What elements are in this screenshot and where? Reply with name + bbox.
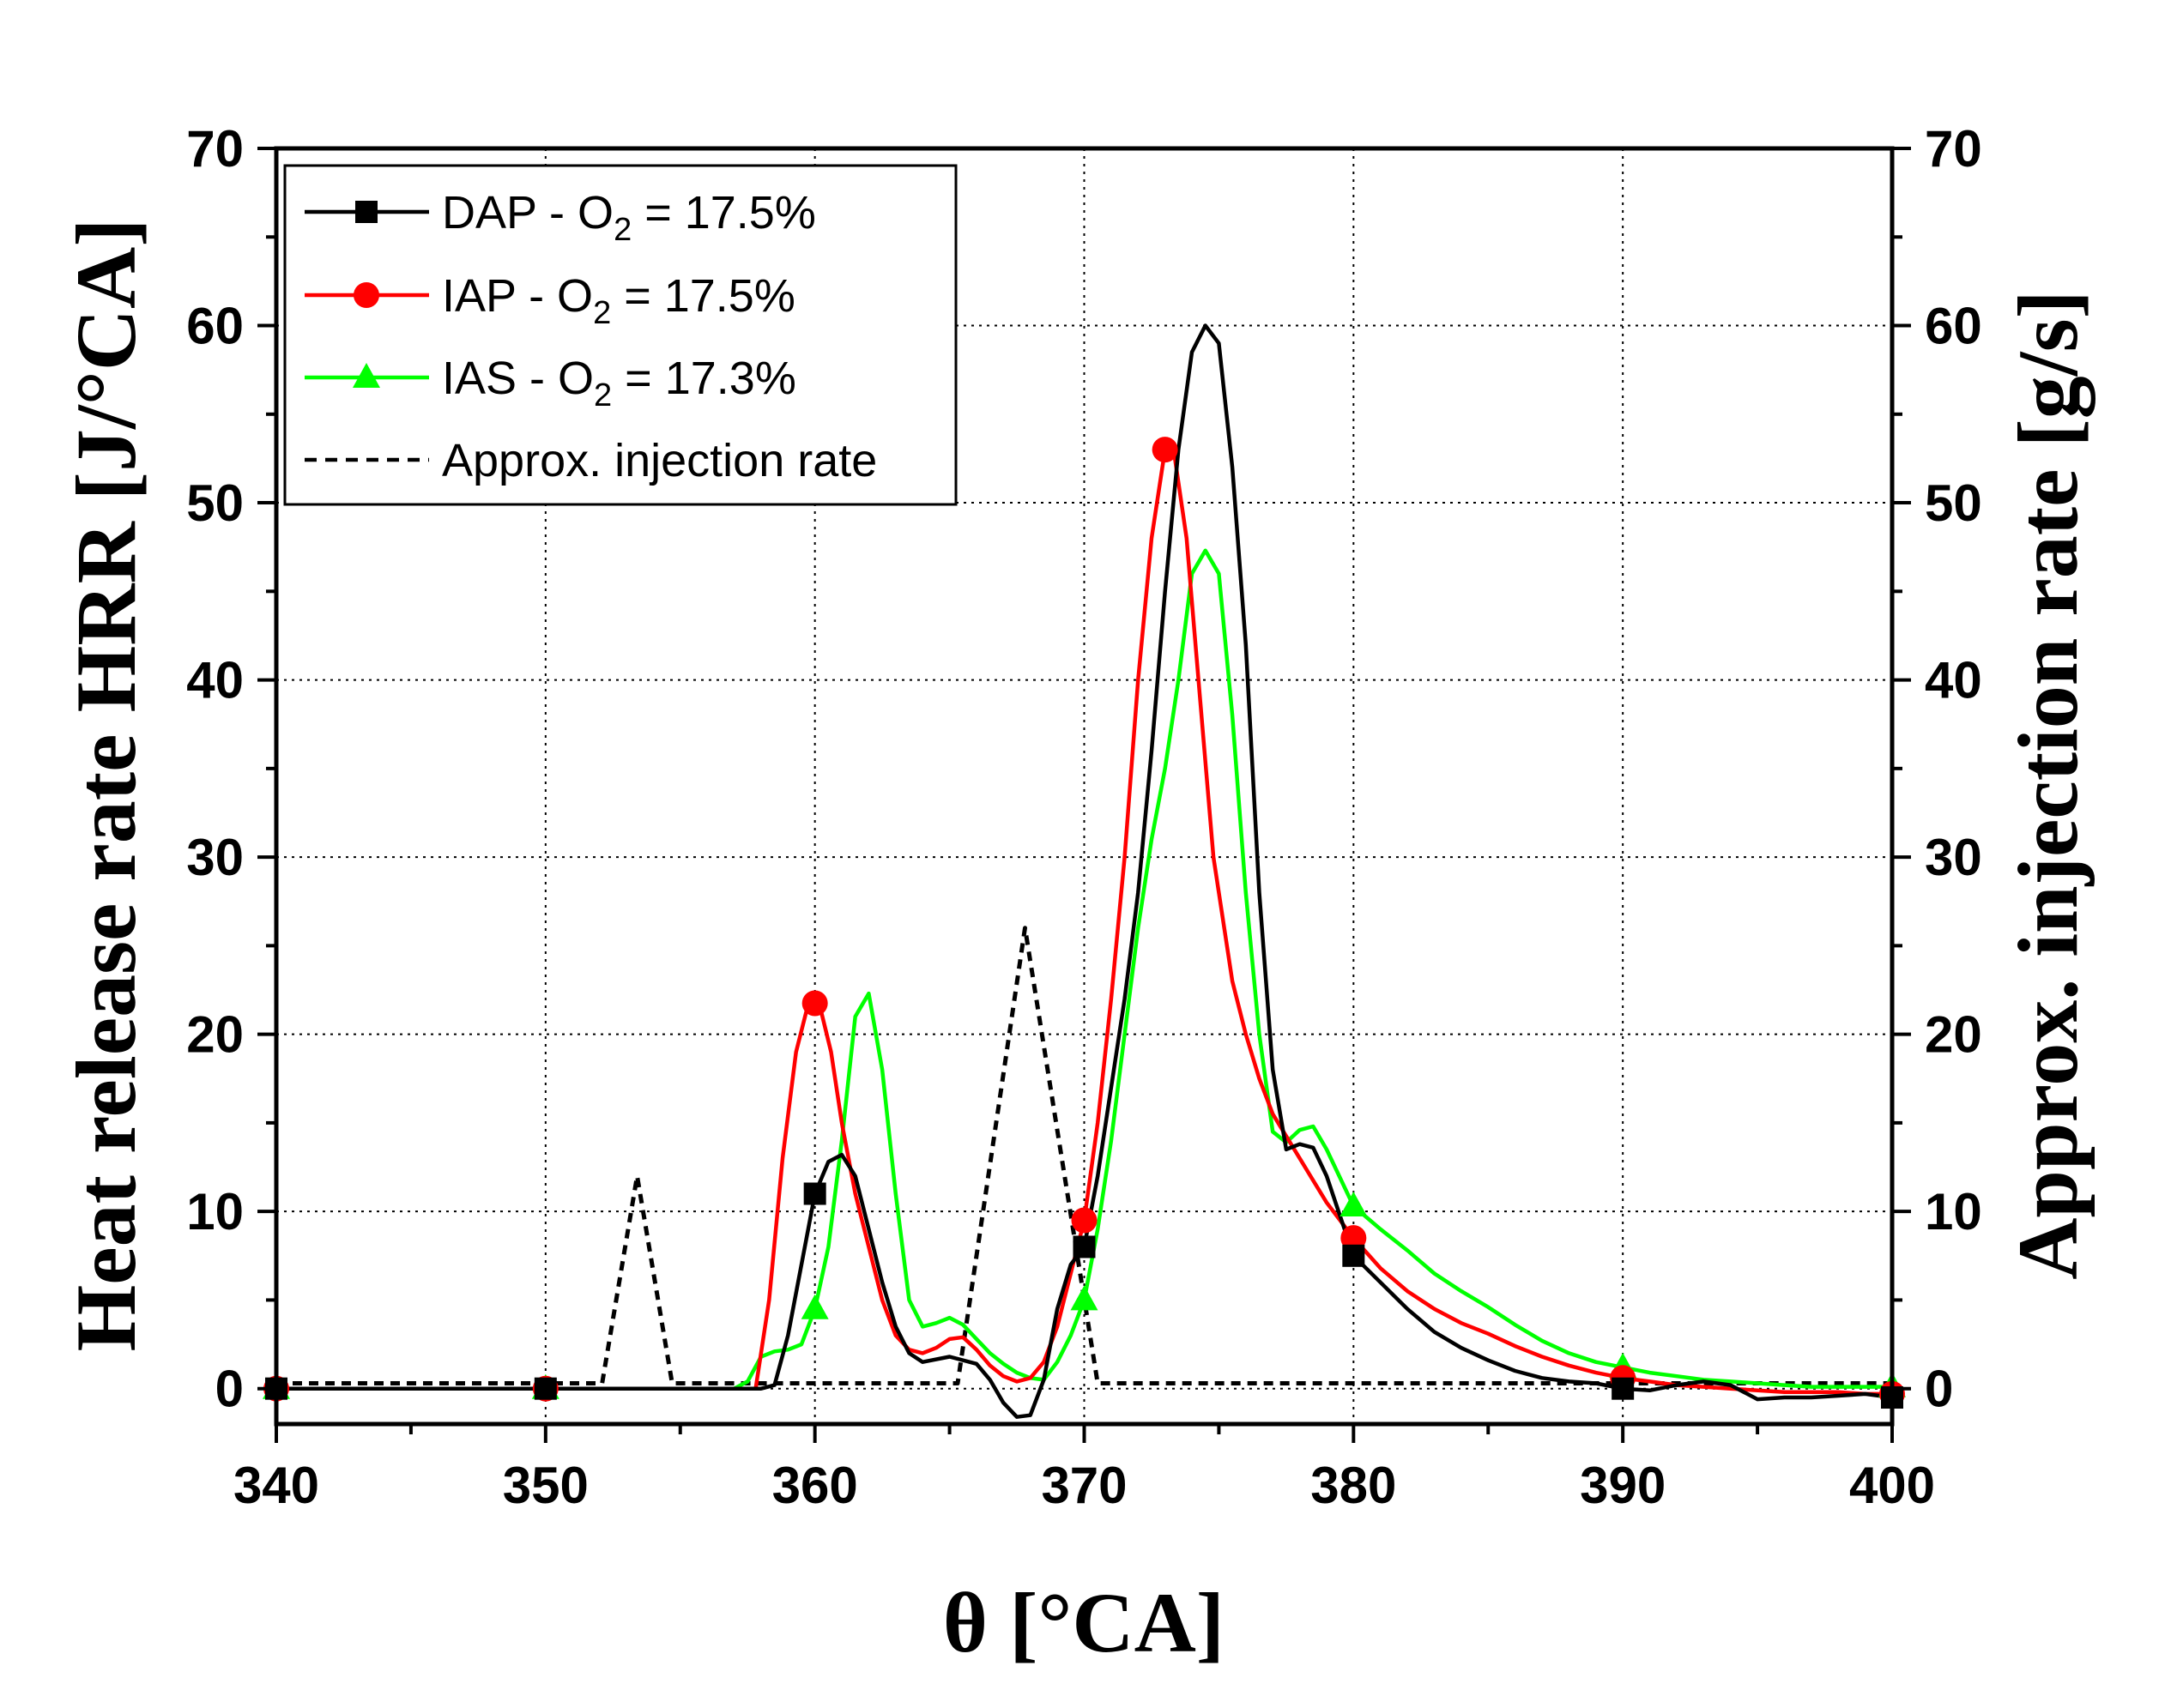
x-tick-label-350: 350	[503, 1457, 589, 1514]
left-y-tick-label-70: 70	[186, 120, 244, 178]
series-line-1	[276, 444, 1892, 1397]
legend-marker-0	[355, 201, 378, 223]
right-y-tick-label-10: 10	[1925, 1183, 1982, 1240]
legend: DAP - O2 = 17.5% IAP - O2 = 17.5% IAS - O2…	[283, 164, 958, 506]
series-line-0	[276, 323, 1892, 1419]
left-y-tick-label-30: 30	[186, 829, 244, 886]
tick-labels: 340 350 360 370 380 390 400 0 0 10 10 20 20 30 30 40 40 5…	[186, 120, 1982, 1514]
left-y-tick-label-0: 0	[215, 1361, 244, 1418]
legend-label-2: IAS - O2 = 17.3%	[442, 353, 796, 413]
x-tick-label-400: 400	[1849, 1457, 1935, 1514]
series-line-2	[276, 548, 1892, 1391]
left-y-tick-label-10: 10	[186, 1183, 244, 1240]
series-1-marker-380	[1340, 1225, 1367, 1252]
series-2-marker-360	[801, 1294, 829, 1319]
right-y-tick-label-30: 30	[1925, 829, 1982, 886]
series-0-marker-390	[1612, 1377, 1635, 1400]
series-0-marker-360	[803, 1182, 826, 1205]
series-0-marker-350	[534, 1377, 557, 1400]
left-y-tick-label-40: 40	[186, 652, 244, 709]
series-2-marker-370	[1070, 1285, 1098, 1311]
legend-box	[283, 164, 958, 506]
left-y-tick-label-20: 20	[186, 1006, 244, 1064]
right-y-tick-label-60: 60	[1925, 298, 1982, 355]
legend-label-0: DAP - O2 = 17.5%	[442, 187, 816, 248]
legend-label-3: Approx. injection rate	[442, 435, 877, 486]
x-axis-title: θ [°CA]	[943, 1575, 1225, 1670]
series-1-marker-373	[1152, 437, 1178, 463]
legend-marker-1	[354, 282, 379, 308]
left-y-tick-label-50: 50	[186, 474, 244, 532]
series-1-marker-370	[1071, 1207, 1098, 1234]
right-y-tick-label-40: 40	[1925, 652, 1982, 709]
series-0-marker-380	[1342, 1244, 1365, 1267]
x-tick-label-380: 380	[1310, 1457, 1396, 1514]
legend-label-1: IAP - O2 = 17.5%	[442, 270, 795, 331]
right-y-tick-label-20: 20	[1925, 1006, 1982, 1064]
right-y-axis-title: Approx. injection rate [g/s]	[2000, 290, 2095, 1280]
left-y-axis-title: Heat release rate HRR [J/°CA]	[58, 219, 154, 1352]
series-2-marker-380	[1339, 1191, 1368, 1216]
right-y-tick-label-70: 70	[1925, 120, 1982, 178]
axis-ticks	[257, 147, 1911, 1443]
series-0-marker-370	[1073, 1235, 1096, 1258]
x-tick-label-370: 370	[1041, 1457, 1127, 1514]
right-y-tick-label-50: 50	[1925, 474, 1982, 532]
left-y-tick-label-60: 60	[186, 298, 244, 355]
legend-marker-2	[353, 363, 380, 388]
x-tick-label-360: 360	[772, 1457, 858, 1514]
right-y-tick-label-0: 0	[1925, 1361, 1953, 1418]
x-tick-label-390: 390	[1580, 1457, 1666, 1514]
x-tick-label-340: 340	[233, 1457, 319, 1514]
series-1-marker-360	[801, 990, 828, 1017]
